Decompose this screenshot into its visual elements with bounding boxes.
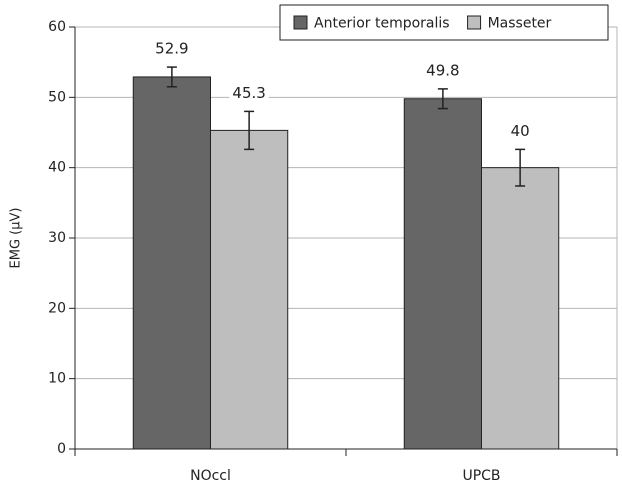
data-label-bg — [423, 61, 463, 80]
legend-label: Masseter — [488, 16, 552, 32]
y-axis-label: EMG (µV) — [9, 208, 24, 269]
legend-box — [279, 4, 609, 41]
bar — [132, 76, 211, 450]
data-label: 40 — [511, 122, 530, 140]
y-tick-label: 60 — [48, 19, 66, 35]
y-tick-label: 50 — [48, 89, 66, 105]
y-tick-label: 10 — [48, 371, 66, 387]
data-label: 49.8 — [426, 61, 459, 79]
legend-swatch — [293, 15, 308, 30]
bar — [403, 98, 483, 450]
data-label-bg — [152, 39, 192, 58]
x-tick-label: UPCB — [462, 468, 500, 484]
data-label: 52.9 — [155, 40, 188, 58]
data-label-bg — [229, 83, 269, 102]
y-tick-label: 40 — [48, 160, 66, 176]
legend-swatch — [467, 15, 482, 30]
bar — [481, 167, 560, 450]
bar — [210, 129, 289, 450]
y-tick-label: 20 — [48, 300, 66, 316]
y-tick-label: 30 — [48, 230, 66, 246]
y-tick-label: 0 — [57, 441, 66, 457]
x-tick-label: NOccl — [190, 468, 231, 484]
legend-label: Anterior temporalis — [314, 16, 450, 32]
data-label-bg — [507, 121, 533, 140]
data-label: 45.3 — [232, 84, 265, 102]
